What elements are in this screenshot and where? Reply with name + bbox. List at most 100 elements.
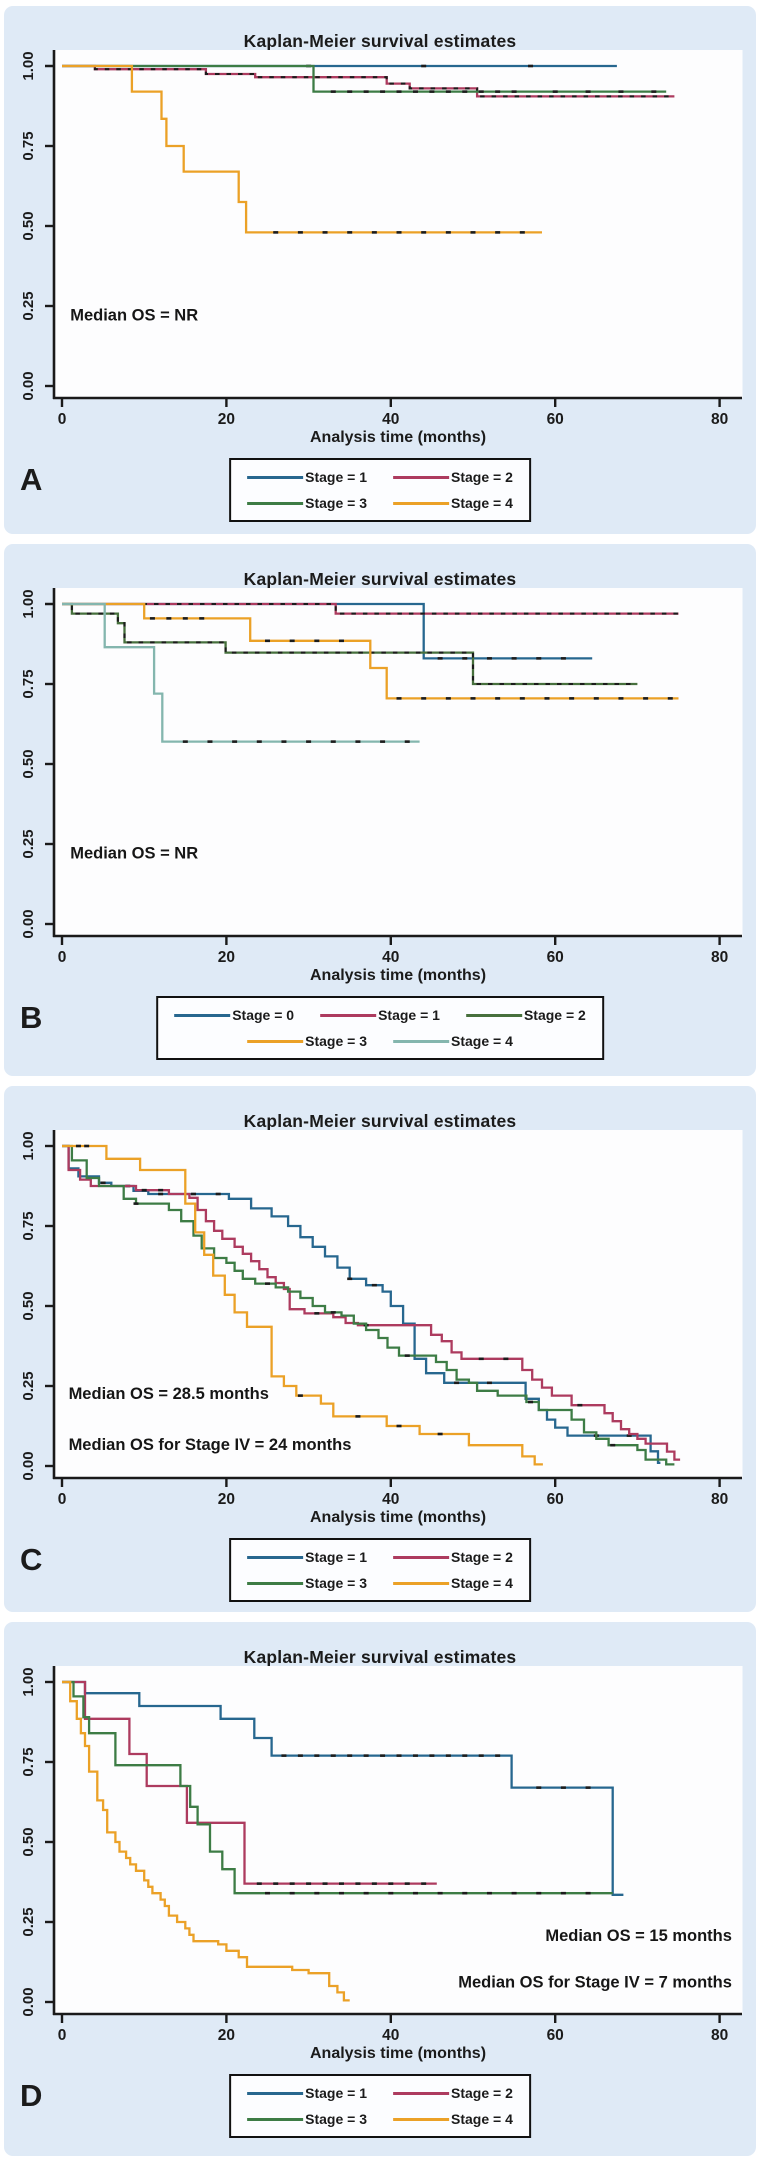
y-tick-label: 0.75 <box>20 1747 37 1776</box>
censor-mark <box>585 1891 591 1895</box>
x-tick-label: 60 <box>547 2027 564 2044</box>
censor-mark <box>470 231 476 234</box>
censor-mark <box>330 90 336 93</box>
km-panel-c: Kaplan-Meier survival estimates 0.00 0.25… <box>4 1086 756 1612</box>
survival-curve-stage-4 <box>62 64 542 234</box>
censor-mark <box>149 617 155 620</box>
survival-curve-stage-4 <box>62 1680 350 2002</box>
y-tick-label: 0.50 <box>20 211 37 240</box>
survival-curve-stage-3 <box>62 602 679 700</box>
censor-mark <box>191 1192 197 1196</box>
censor-mark <box>486 1381 492 1385</box>
censor-mark <box>618 90 624 93</box>
censor-mark <box>528 1400 534 1404</box>
censor-mark <box>289 639 295 643</box>
legend-swatch-line <box>393 1555 449 1559</box>
km-panel-a: Kaplan-Meier survival estimates 0.00 0.25… <box>4 6 756 534</box>
censor-mark <box>338 1882 344 1885</box>
censor-mark <box>380 90 386 93</box>
censor-mark <box>330 1754 336 1757</box>
y-tick-label: 0.25 <box>20 291 37 320</box>
censor-mark <box>536 1786 542 1789</box>
legend-item: Stage = 4 <box>393 2111 513 2127</box>
x-axis-label: Analysis time (months) <box>310 967 486 984</box>
legend-swatch-line <box>247 1039 304 1043</box>
km-panel-b: Kaplan-Meier survival estimates 0.00 0.25… <box>4 544 756 1076</box>
y-tick-label: 0.00 <box>20 909 37 938</box>
median-os-annotation: Median OS = NR <box>70 306 198 324</box>
plot-region <box>54 1130 743 1478</box>
legend-item: Stage = 1 <box>247 469 367 485</box>
censor-mark <box>314 1891 320 1895</box>
legend-swatch-line <box>247 475 304 479</box>
legend-item-label: Stage = 3 <box>305 2111 367 2127</box>
censor-mark <box>445 1754 451 1757</box>
censor-mark <box>585 1786 591 1789</box>
censor-mark <box>355 1882 361 1885</box>
censor-mark <box>643 697 649 700</box>
censor-mark <box>306 1882 312 1885</box>
censor-mark <box>511 90 517 93</box>
censor-mark <box>306 740 312 743</box>
censor-mark <box>421 231 427 234</box>
x-tick-label: 20 <box>218 411 235 428</box>
legend-swatch-line <box>247 1581 304 1585</box>
panel-letter: B <box>20 1000 43 1035</box>
legend-swatch-line <box>393 2117 449 2121</box>
censor-mark <box>495 697 501 700</box>
censor-mark <box>297 231 303 234</box>
legend-item: Stage = 2 <box>393 1549 513 1565</box>
y-tick-label: 0.00 <box>20 371 37 400</box>
censor-mark <box>355 1415 361 1418</box>
legend-swatch-line <box>174 1013 231 1017</box>
censor-mark <box>330 1311 336 1314</box>
censor-mark <box>265 1282 270 1285</box>
y-tick-label: 0.25 <box>20 1371 37 1400</box>
censor-mark <box>133 1202 139 1205</box>
censor-mark <box>396 1424 402 1428</box>
survival-curve-stage-2 <box>62 602 638 686</box>
legend-item: Stage = 1 <box>247 1549 367 1565</box>
censor-mark <box>511 1891 517 1895</box>
legend-box: Stage = 0 Stage = 1 Stage = 2 Stage = 3 Stag… <box>156 996 604 1060</box>
legend-row: Stage = 0 Stage = 1 Stage = 2 <box>174 1007 586 1023</box>
censor-mark <box>371 1283 377 1287</box>
censor-mark <box>445 231 451 234</box>
plot-region <box>54 50 743 398</box>
y-tick-label: 1.00 <box>20 51 37 80</box>
legend-item-label: Stage = 2 <box>451 2085 513 2101</box>
survival-curve-stage-2 <box>62 1680 437 1885</box>
censor-mark <box>560 1891 566 1895</box>
censor-mark <box>412 1891 418 1895</box>
y-tick-label: 0.75 <box>20 669 37 698</box>
censor-mark <box>445 90 451 93</box>
censor-mark <box>256 1882 262 1885</box>
plot-region <box>54 1666 743 2014</box>
x-tick-label: 0 <box>58 949 67 966</box>
legend-swatch-line <box>393 1039 449 1043</box>
y-tick-label: 0.75 <box>20 131 37 160</box>
censor-mark <box>363 1891 369 1895</box>
y-tick-label: 0.00 <box>20 1987 37 2016</box>
legend-item-label: Stage = 3 <box>305 1033 367 1049</box>
censor-mark <box>445 697 451 700</box>
legend-item-label: Stage = 1 <box>378 1007 440 1023</box>
censor-dash-overlay-stage-2 <box>62 64 675 98</box>
x-tick-label: 60 <box>547 411 564 428</box>
km-plot: 0.00 0.25 0.50 0.75 1.00 0 20 40 60 80 Analysis ti… <box>20 50 743 446</box>
y-tick-label: 0.75 <box>20 1211 37 1240</box>
legend-box: Stage = 1 Stage = 2 Stage = 3 Stage = 4 <box>229 1538 531 1602</box>
censor-mark <box>462 1891 468 1895</box>
censor-mark <box>199 617 205 620</box>
legend-swatch-line <box>247 1555 304 1559</box>
censor-mark <box>667 697 673 700</box>
y-tick-label: 1.00 <box>20 1667 37 1696</box>
censor-mark <box>380 740 386 743</box>
legend-swatch-line <box>465 1013 522 1017</box>
x-axis-label: Analysis time (months) <box>310 1509 486 1526</box>
legend-box: Stage = 1 Stage = 2 Stage = 3 Stage = 4 <box>229 2074 531 2138</box>
censor-mark <box>404 1882 410 1885</box>
x-tick-label: 40 <box>382 949 399 966</box>
censor-mark <box>371 1882 377 1885</box>
